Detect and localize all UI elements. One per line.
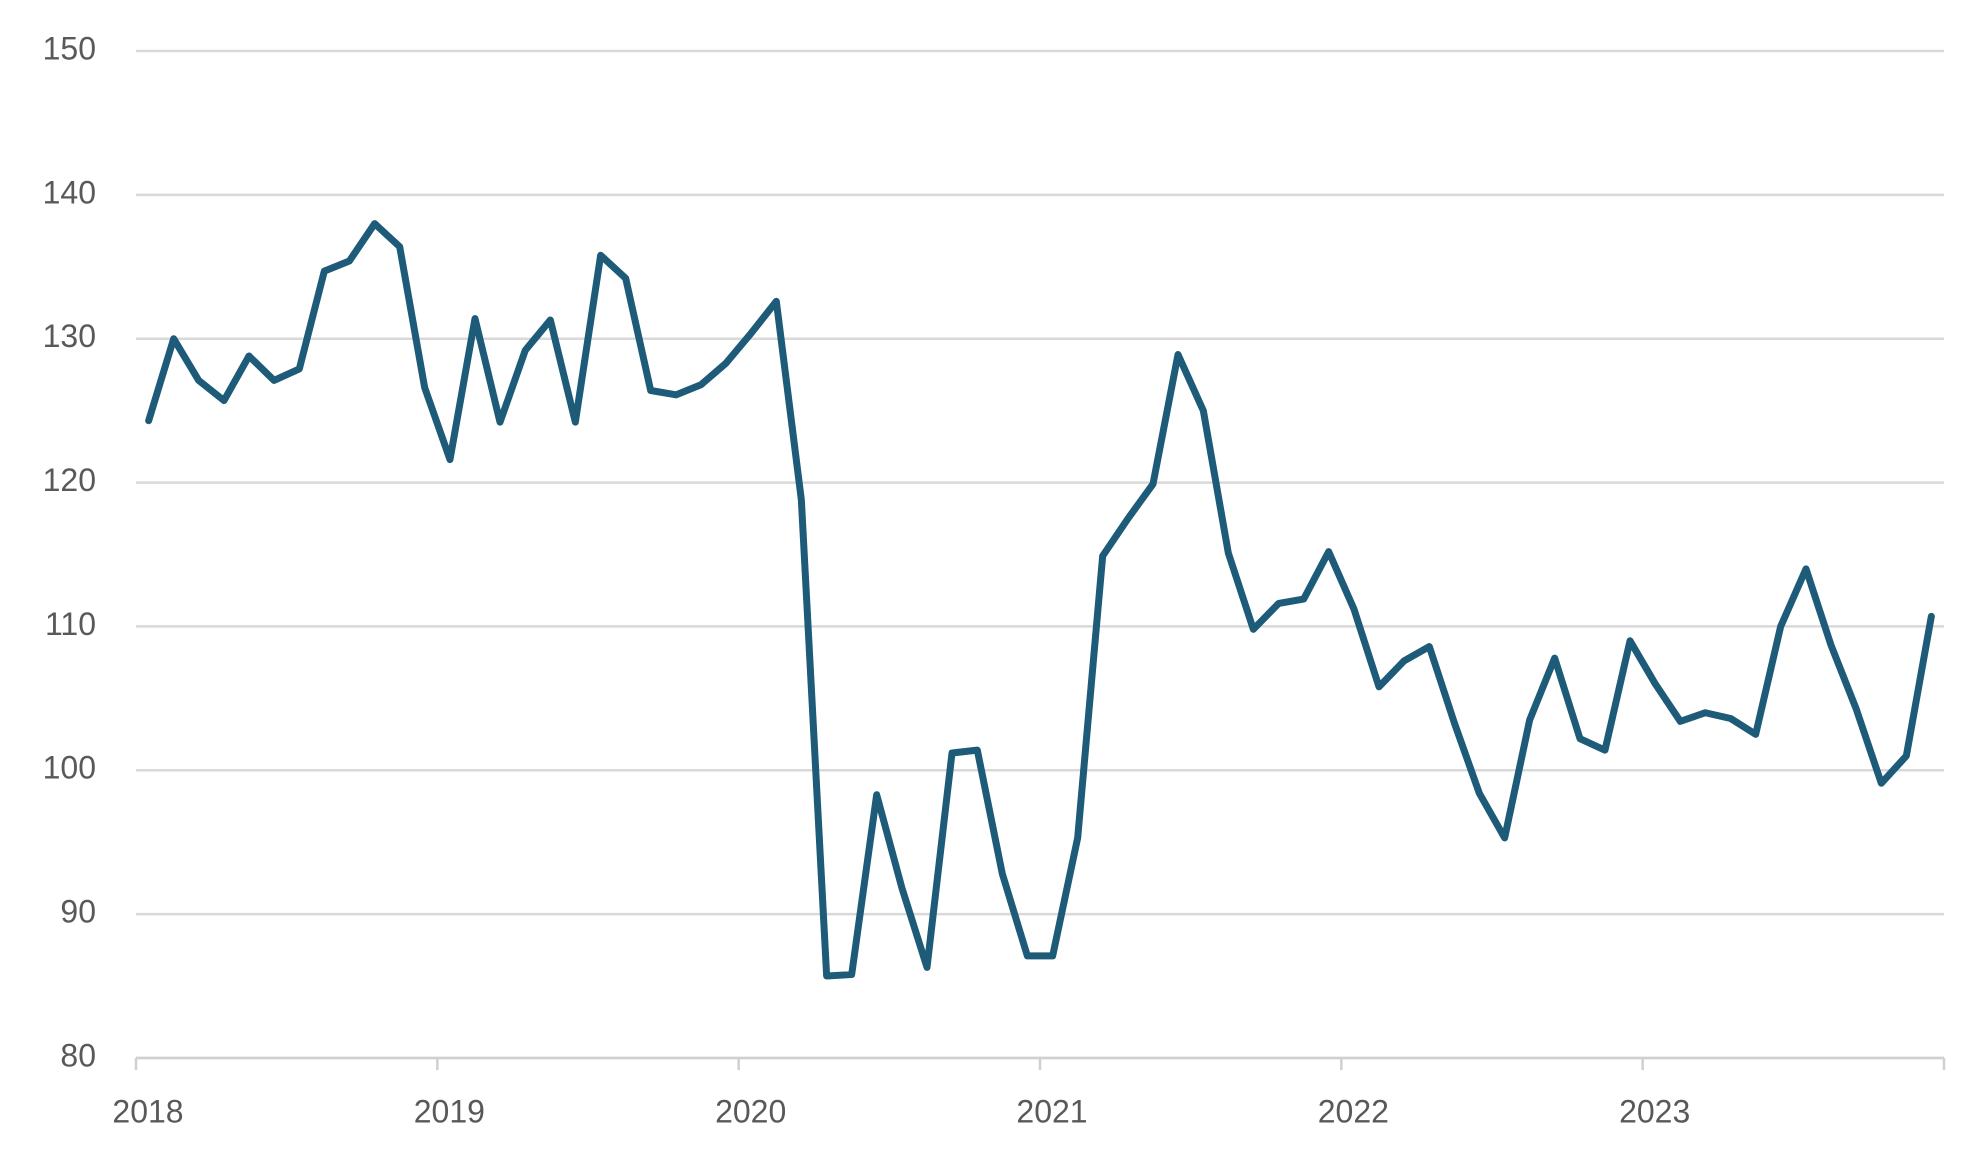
x-tick-label: 2022 [1318,1093,1389,1129]
x-tick-label: 2019 [414,1093,485,1129]
y-tick-label: 140 [43,174,96,210]
x-tick-label: 2023 [1619,1093,1690,1129]
x-tick-label: 2021 [1016,1093,1087,1129]
x-tick-label: 2018 [112,1093,183,1129]
y-tick-label: 80 [60,1037,96,1073]
y-tick-label: 110 [45,606,96,642]
y-tick-label: 150 [43,30,96,66]
y-tick-label: 90 [60,894,96,930]
line-series [145,220,1935,980]
y-tick-label: 120 [43,462,96,498]
y-tick-label: 130 [43,318,96,354]
x-tick-label: 2020 [715,1093,786,1129]
y-tick-label: 100 [43,750,96,786]
